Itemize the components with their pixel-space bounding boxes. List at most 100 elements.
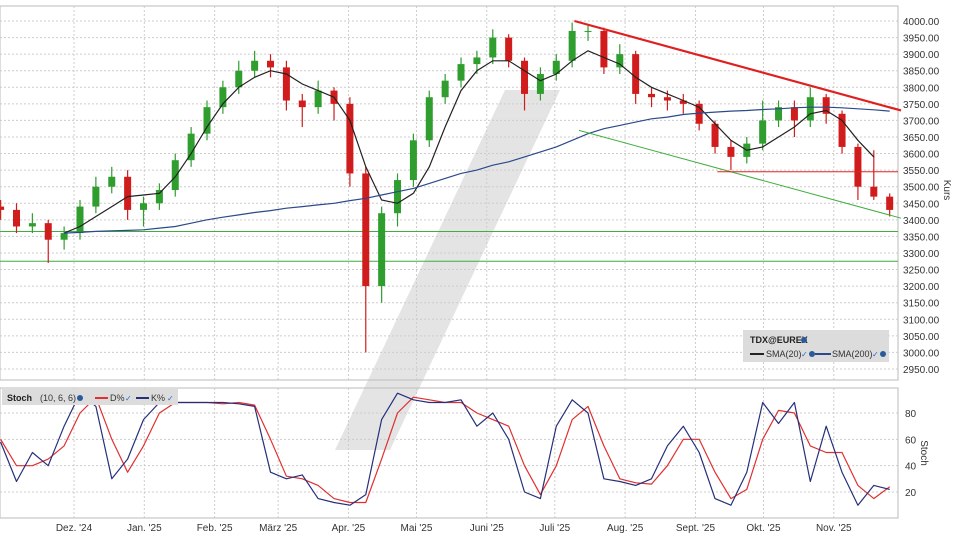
date-tick-label: Aug. '25 — [607, 523, 644, 534]
date-tick-label: Juni '25 — [470, 523, 505, 534]
candle-up — [235, 70, 243, 88]
price-tick-label: 3600.00 — [903, 150, 940, 161]
candle-down — [44, 223, 52, 240]
support-lines — [0, 230, 898, 262]
price-tick-label: 3950.00 — [903, 34, 940, 45]
sma200-line — [64, 106, 890, 234]
legend-sma20: SMA(20) — [766, 349, 802, 359]
price-tick-label: 3150.00 — [903, 299, 940, 310]
price-tick-label: 2950.00 — [903, 365, 940, 376]
globe-icon[interactable] — [880, 351, 886, 357]
candle-down — [870, 186, 878, 197]
moving-averages — [63, 50, 890, 234]
candle-up — [155, 190, 163, 204]
stoch-tick-label: 60 — [905, 435, 917, 446]
candle-up — [568, 30, 576, 61]
price-tick-label: 3200.00 — [903, 282, 940, 293]
candle-up — [394, 180, 402, 214]
candle-down — [838, 113, 846, 147]
date-tick-label: Mai '25 — [400, 523, 432, 534]
candle-up — [378, 213, 386, 287]
d-check-icon[interactable]: ✓ — [125, 394, 132, 403]
price-axis-label: Kurs — [941, 180, 952, 201]
price-tick-label: 3900.00 — [903, 50, 940, 61]
candle-down — [124, 176, 132, 210]
stoch-params: (10, 6, 6) — [40, 393, 76, 403]
candle-down — [12, 209, 20, 227]
legend-sma200: SMA(200) — [832, 349, 873, 359]
stoch-tick-label: 40 — [905, 462, 917, 473]
price-tick-label: 3250.00 — [903, 266, 940, 277]
price-tick-label: 3450.00 — [903, 199, 940, 210]
candle-down — [695, 103, 703, 124]
price-tick-label: 3050.00 — [903, 332, 940, 343]
candle-up — [28, 223, 36, 227]
candle-down — [822, 97, 830, 114]
legend-d: D% — [110, 393, 125, 403]
price-tick-label: 3400.00 — [903, 216, 940, 227]
candle-down — [362, 173, 370, 287]
k-line — [0, 392, 890, 506]
candle-down — [886, 196, 894, 210]
resistance-trendline — [574, 19, 902, 112]
candle-up — [92, 186, 100, 207]
trendlines — [574, 19, 902, 219]
grid — [0, 5, 899, 519]
candle-up — [219, 87, 227, 108]
candle-down — [600, 30, 608, 68]
candle-down — [632, 54, 640, 94]
legend-k: K% — [151, 393, 165, 403]
candle-up — [203, 107, 211, 134]
price-tick-label: 3350.00 — [903, 232, 940, 243]
date-axis: Dez. '24 Jan. '25 Feb. '25 März '25 Apr. '25… — [56, 523, 852, 534]
price-tick-label: 3800.00 — [903, 83, 940, 94]
candle-up — [108, 176, 116, 187]
candle-up — [409, 140, 417, 181]
date-tick-label: Okt. '25 — [746, 523, 781, 534]
candle-up — [806, 97, 814, 121]
globe-icon[interactable] — [801, 337, 807, 343]
candle-down — [0, 206, 5, 210]
candle-up — [76, 206, 84, 234]
stoch-panel: 20 40 60 80 — [0, 392, 917, 506]
stoch-panel-border — [0, 387, 899, 519]
date-tick-label: Dez. '24 — [56, 523, 93, 534]
candle-down — [505, 37, 513, 61]
price-axis: 2950.00 3000.00 3050.00 3100.00 3150.00 3200.… — [903, 17, 940, 376]
candle-down — [854, 146, 862, 187]
candle-up — [314, 90, 322, 108]
sma200-check-icon[interactable]: ✓ — [872, 350, 879, 359]
date-tick-label: Apr. '25 — [332, 523, 366, 534]
stoch-axis-label: Stoch — [918, 440, 929, 466]
price-tick-label: 3300.00 — [903, 249, 940, 260]
date-tick-label: Feb. '25 — [197, 523, 233, 534]
price-tick-label: 3000.00 — [903, 348, 940, 359]
candle-down — [346, 103, 354, 174]
globe-icon[interactable] — [809, 351, 815, 357]
date-tick-label: Nov. '25 — [816, 523, 852, 534]
stoch-tick-label: 20 — [905, 488, 917, 499]
stoch-tick-label: 80 — [905, 409, 917, 420]
date-tick-label: Sept. '25 — [676, 523, 716, 534]
candle-down — [521, 60, 529, 94]
sma20-check-icon[interactable]: ✓ — [801, 350, 808, 359]
globe-icon[interactable] — [77, 395, 83, 401]
channel-trendline — [578, 129, 902, 219]
candle-down — [679, 100, 687, 104]
price-panel-border — [0, 5, 899, 381]
candle-up — [775, 107, 783, 121]
candle-up — [552, 60, 560, 75]
candle-up — [759, 120, 767, 144]
candle-up — [425, 97, 433, 141]
price-tick-label: 4000.00 — [903, 17, 940, 28]
price-tick-label: 3750.00 — [903, 100, 940, 111]
date-tick-label: März '25 — [259, 523, 297, 534]
candle-down — [727, 146, 735, 157]
date-tick-label: Jan. '25 — [127, 523, 162, 534]
k-check-icon[interactable]: ✓ — [167, 394, 174, 403]
candle-up — [584, 30, 592, 32]
price-legend: TDX@EUREX SMA(20) ✓ SMA(200) ✓ — [743, 330, 889, 362]
candle-up — [140, 203, 148, 210]
candle-up — [536, 74, 544, 94]
